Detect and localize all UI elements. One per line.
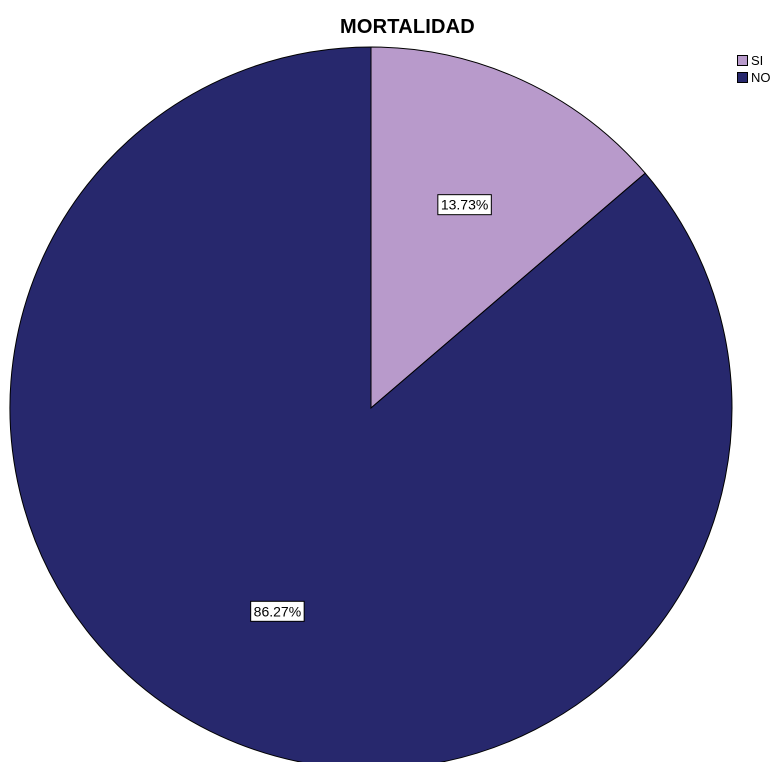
legend: SI NO [737,52,781,86]
data-label-text-no: 86.27% [254,603,301,619]
legend-swatch-no [737,72,748,83]
data-label-si: 13.73% [437,194,492,216]
data-label-text-si: 13.73% [441,197,488,213]
legend-item-si: SI [737,52,781,69]
chart-title: MORTALIDAD [340,16,475,38]
pie-slice-no [9,46,733,762]
legend-label-si: SI [751,53,764,68]
legend-item-no: NO [737,69,781,86]
data-label-box-si [437,194,492,216]
data-label-no: 86.27% [250,600,305,622]
data-label-box-no [250,600,305,622]
legend-swatch-si [737,55,748,66]
pie-slice-si [370,46,646,410]
legend-label-no: NO [751,70,771,85]
